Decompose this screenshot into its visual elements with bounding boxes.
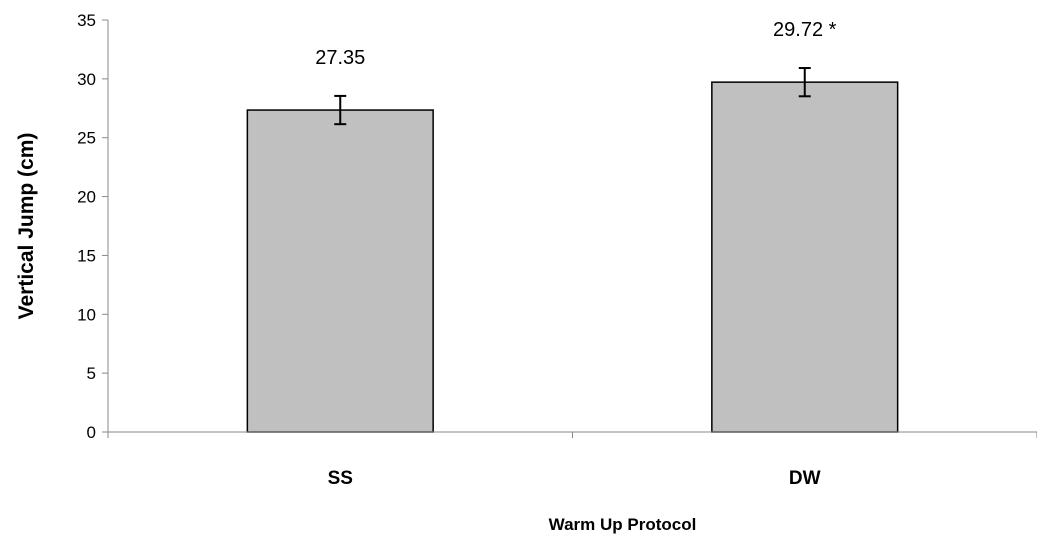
y-tick-label: 25 [77,129,96,148]
y-tick-label: 10 [77,305,96,324]
category-labels: SS DW [328,468,821,489]
y-tick-label: 20 [77,188,96,207]
y-axis-ticks: 0 5 10 15 20 25 30 35 [77,11,108,442]
data-labels: 27.35 29.72 * [315,19,836,69]
y-tick-label: 30 [77,70,96,89]
error-bar-ss [334,94,347,126]
y-tick-label: 0 [87,423,96,442]
bar-ss [246,109,434,433]
y-tick-label: 15 [77,246,96,265]
category-label-dw: DW [789,468,821,489]
data-label-dw: 29.72 * [773,19,837,41]
y-tick-label: 35 [77,11,96,30]
x-axis-title: Warm Up Protocol [549,515,697,534]
error-bars [334,67,811,126]
category-label-ss: SS [328,468,353,489]
data-label-ss: 27.35 [315,47,365,69]
bar-dw [711,81,899,433]
x-axis-ticks [107,432,1037,438]
y-axis-title: Vertical Jump (cm) [15,133,38,320]
y-tick-label: 5 [87,364,96,383]
error-bar-dw [798,67,811,98]
bars [246,81,899,433]
